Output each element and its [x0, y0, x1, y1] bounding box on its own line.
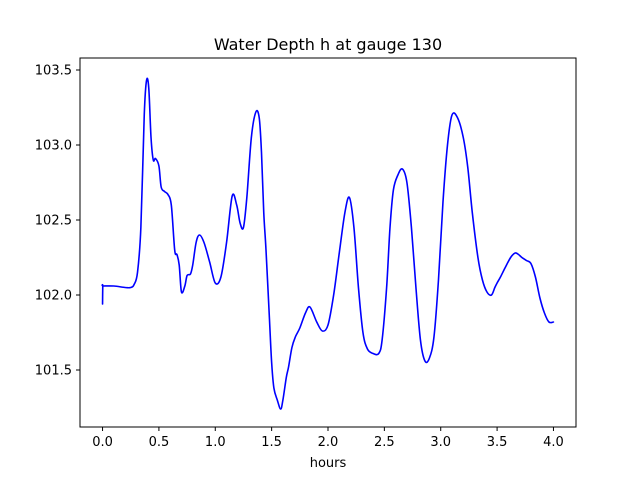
- axes-frame: [79, 57, 577, 428]
- y-tick-label: 102.5: [35, 214, 72, 229]
- x-tick-label: 3.0: [430, 435, 451, 450]
- x-axis-label: hours: [310, 456, 347, 471]
- axis-ticks: 0.0 0.5 1.0 1.5 2.0 2.5 3.0 3.5 4.0 101.5 102.0 102…: [35, 64, 564, 451]
- x-tick-label: 2.0: [318, 435, 339, 450]
- x-tick-label: 0.0: [92, 435, 113, 450]
- x-tick-label: 1.5: [261, 435, 282, 450]
- y-tick-label: 103.0: [35, 139, 72, 154]
- x-tick-label: 4.0: [543, 435, 564, 450]
- x-tick-label: 0.5: [149, 435, 170, 450]
- y-tick-label: 102.0: [35, 289, 72, 304]
- chart-title: Water Depth h at gauge 130: [214, 35, 442, 54]
- x-tick-label: 3.5: [487, 435, 508, 450]
- y-tick-label: 103.5: [35, 64, 72, 79]
- x-tick-label: 1.0: [205, 435, 226, 450]
- x-tick-label: 2.5: [374, 435, 395, 450]
- series-line-0: [101, 77, 555, 410]
- plot-area: [101, 77, 555, 410]
- y-tick-label: 101.5: [35, 364, 72, 379]
